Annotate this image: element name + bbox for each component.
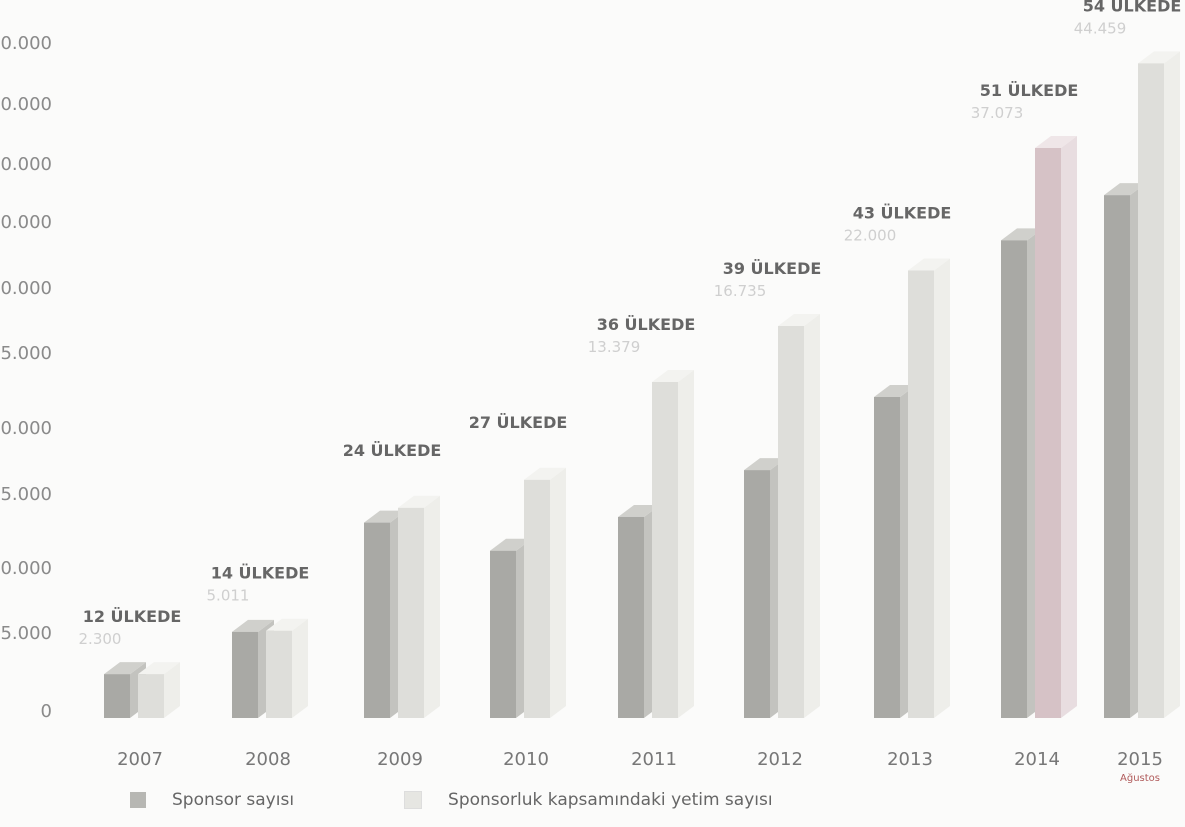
bar-orphan-2015-top	[1138, 51, 1180, 64]
x-tick-label: 2009	[377, 749, 423, 770]
bar-sponsor-2013-top	[874, 385, 916, 397]
y-tick-label: 25.000	[0, 343, 52, 364]
bar-orphan-2010	[524, 467, 566, 718]
bar-sponsor-2007-front	[104, 674, 130, 718]
bar-sponsor-2007-top	[104, 662, 146, 675]
x-tick-sublabel: Ağustos	[1120, 772, 1160, 784]
legend-label-sponsor: Sponsor sayısı	[172, 790, 295, 810]
y-tick-label: 15.000	[0, 484, 52, 505]
y-tick-label: 50.000	[0, 154, 52, 175]
bar-orphan-2010-top	[524, 467, 566, 480]
bar-orphan-2008-front	[266, 630, 292, 718]
sponsor-value-label: 44.459	[1074, 19, 1127, 37]
bar-orphan-2015-side	[1164, 51, 1180, 719]
bar-orphan-2009-side	[424, 495, 440, 718]
bar-orphan-2008-top	[266, 618, 308, 631]
bar-sponsor-2014-front	[1001, 240, 1027, 718]
bar-orphan-2009-top	[398, 495, 440, 508]
bar-orphan-2012	[778, 314, 820, 718]
bar-sponsor-2011-top	[618, 504, 660, 517]
bar-orphan-2007-side	[164, 662, 180, 718]
country-label: 27 ÜLKEDE	[469, 413, 568, 432]
country-label: 24 ÜLKEDE	[343, 441, 442, 460]
bar-orphan-2014	[1035, 136, 1077, 718]
y-tick-label: 70.000	[0, 33, 52, 54]
country-label: 14 ÜLKEDE	[211, 564, 310, 583]
y-tick-label: 40.000	[0, 212, 52, 233]
x-tick-label: 2013	[887, 749, 933, 770]
country-label: 36 ÜLKEDE	[597, 315, 696, 334]
bar-orphan-2012-side	[804, 314, 820, 718]
sponsor-value-label: 5.011	[207, 587, 250, 605]
bar-orphan-2015-front	[1138, 63, 1164, 719]
bar-sponsor-2010-top	[490, 538, 532, 551]
bar-orphan-2009-front	[398, 507, 424, 718]
y-tick-label: 10.000	[0, 558, 52, 579]
bar-sponsor-2014-top	[1001, 228, 1043, 241]
x-tick-label: 2011	[631, 749, 677, 770]
bar-sponsor-2012-front	[744, 470, 770, 718]
bar-sponsor-2009-front	[364, 522, 390, 718]
bar-orphan-2013-side	[934, 258, 950, 718]
bar-orphan-2011-top	[652, 370, 694, 382]
y-tick-label: 60.000	[0, 94, 52, 115]
bar-orphan-2008-side	[292, 618, 308, 718]
y-tick-label: 0	[41, 701, 52, 722]
legend-label-orphan: Sponsorluk kapsamındaki yetim sayısı	[448, 790, 773, 810]
x-tick-label: 2007	[117, 749, 163, 770]
bar-orphan-2013-front	[908, 270, 934, 718]
x-tick-label: 2008	[245, 749, 291, 770]
bar-sponsor-2009-top	[364, 510, 406, 523]
y-tick-label: 5.000	[0, 623, 52, 644]
bar-orphan-2008	[266, 618, 308, 718]
legend-swatch-sponsor	[130, 792, 146, 808]
sponsor-value-label: 37.073	[971, 104, 1024, 122]
sponsor-value-label: 16.735	[714, 282, 767, 300]
legend-item-sponsor: Sponsor sayısı	[130, 790, 294, 810]
sponsor-value-label: 13.379	[588, 338, 641, 356]
bar-orphan-2011-front	[652, 382, 678, 718]
bar-orphan-2014-top	[1035, 136, 1077, 148]
bar-orphan-2011	[652, 370, 694, 718]
x-tick-label: 2015	[1117, 749, 1163, 770]
bar-sponsor-2015-top	[1104, 183, 1146, 196]
country-label: 12 ÜLKEDE	[83, 607, 182, 626]
bar-orphan-2012-top	[778, 314, 820, 326]
legend-item-orphan: Sponsorluk kapsamındaki yetim sayısı	[404, 790, 773, 810]
country-label: 54 ÜLKEDE	[1083, 0, 1182, 15]
bar-orphan-2010-front	[524, 479, 550, 718]
bar-sponsor-2010-front	[490, 550, 516, 718]
bar-sponsor-2013-front	[874, 397, 900, 718]
bar-orphan-2014-side	[1061, 136, 1077, 718]
country-label: 51 ÜLKEDE	[980, 81, 1079, 100]
y-tick-label: 20.000	[0, 418, 52, 439]
x-tick-label: 2012	[757, 749, 803, 770]
bar-orphan-2012-front	[778, 326, 804, 718]
sponsor-value-label: 22.000	[844, 227, 897, 245]
sponsor-value-label: 2.300	[79, 630, 122, 648]
bar-sponsor-2015-front	[1104, 195, 1130, 718]
bar-orphan-2013-top	[908, 258, 950, 271]
x-tick-label: 2010	[503, 749, 549, 770]
y-tick-label: 30.000	[0, 278, 52, 299]
bar-sponsor-2008-front	[232, 631, 258, 718]
bar-sponsor-2012-top	[744, 458, 786, 471]
bar-sponsor-2011-front	[618, 516, 644, 718]
bar-orphan-2007	[138, 662, 180, 718]
bar-sponsor-2008-top	[232, 619, 274, 632]
legend: Sponsor sayısı Sponsorluk kapsamındaki y…	[130, 790, 773, 810]
country-label: 43 ÜLKEDE	[853, 204, 952, 223]
bar-orphan-2010-side	[550, 467, 566, 718]
legend-swatch-orphan	[404, 791, 423, 809]
bar-orphan-2007-front	[138, 674, 164, 718]
bar-orphan-2007-top	[138, 662, 180, 675]
bar-orphan-2013	[908, 258, 950, 718]
country-label: 39 ÜLKEDE	[723, 259, 822, 278]
bar-orphan-2014-front	[1035, 148, 1061, 718]
x-tick-label: 2014	[1014, 749, 1060, 770]
bar-orphan-2015	[1138, 51, 1180, 719]
bar-orphan-2009	[398, 495, 440, 718]
bar-orphan-2011-side	[678, 370, 694, 718]
